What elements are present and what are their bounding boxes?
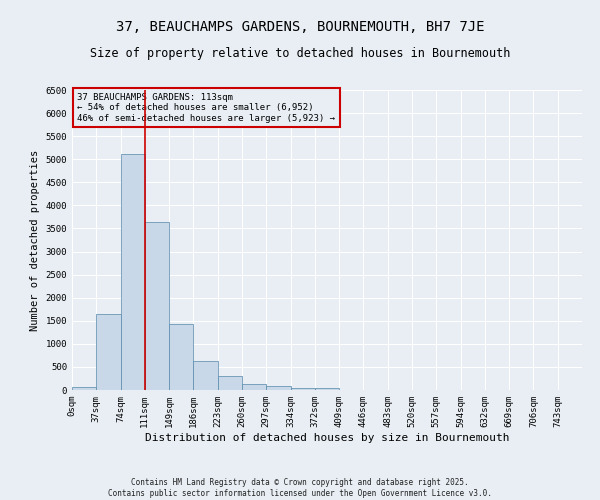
Bar bbox=[145, 222, 169, 390]
Bar bbox=[315, 388, 339, 390]
Text: 37, BEAUCHAMPS GARDENS, BOURNEMOUTH, BH7 7JE: 37, BEAUCHAMPS GARDENS, BOURNEMOUTH, BH7… bbox=[116, 20, 484, 34]
Bar bbox=[96, 314, 121, 390]
Bar bbox=[193, 362, 218, 390]
Bar bbox=[169, 324, 193, 390]
Bar bbox=[290, 388, 315, 390]
Bar bbox=[72, 387, 96, 390]
Bar bbox=[218, 376, 242, 390]
Bar bbox=[266, 386, 290, 390]
Text: Contains HM Land Registry data © Crown copyright and database right 2025.
Contai: Contains HM Land Registry data © Crown c… bbox=[108, 478, 492, 498]
Text: 37 BEAUCHAMPS GARDENS: 113sqm
← 54% of detached houses are smaller (6,952)
46% o: 37 BEAUCHAMPS GARDENS: 113sqm ← 54% of d… bbox=[77, 93, 335, 123]
Y-axis label: Number of detached properties: Number of detached properties bbox=[30, 150, 40, 330]
Bar bbox=[121, 154, 145, 390]
Bar bbox=[242, 384, 266, 390]
X-axis label: Distribution of detached houses by size in Bournemouth: Distribution of detached houses by size … bbox=[145, 432, 509, 442]
Text: Size of property relative to detached houses in Bournemouth: Size of property relative to detached ho… bbox=[90, 48, 510, 60]
